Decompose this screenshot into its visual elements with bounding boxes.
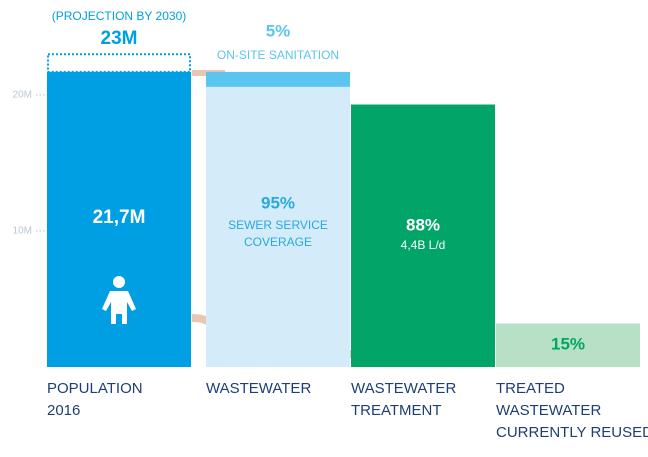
projection-box	[47, 53, 191, 73]
x-category-label: CURRENTLY REUSED	[496, 424, 648, 441]
projection-note: (PROJECTION BY 2030)	[52, 9, 186, 23]
bar-segment	[206, 86, 350, 367]
x-category-label: WASTEWATER	[496, 402, 601, 419]
segment-label: 5%	[266, 21, 291, 40]
icon-head	[113, 276, 125, 288]
x-category-label: POPULATION	[47, 380, 143, 397]
bar-label: 21,7M	[93, 207, 146, 228]
y-tick-label: 10M	[13, 226, 32, 237]
bar	[351, 104, 495, 368]
y-tick-label: 20M	[13, 90, 32, 101]
projection-label: 23M	[101, 28, 138, 49]
segment-label: 95%	[261, 193, 295, 212]
bar-label: 15%	[551, 335, 585, 354]
bar-segment	[206, 71, 350, 87]
bar	[496, 323, 640, 367]
bar-label: 88%	[406, 215, 440, 234]
x-category-label: 2016	[47, 402, 80, 419]
segment-text: SEWER SERVICE	[228, 218, 328, 232]
x-category-label: TREATED	[496, 380, 565, 397]
x-category-label: WASTEWATER	[351, 380, 456, 397]
bar	[47, 71, 191, 367]
person-icon	[102, 276, 136, 324]
segment-text: ON-SITE SANITATION	[217, 48, 339, 62]
bar-sublabel: 4,4B L/d	[401, 238, 446, 252]
icon-body	[102, 291, 136, 324]
x-category-label: WASTEWATER	[206, 380, 311, 397]
x-category-label: TREATMENT	[351, 402, 442, 419]
segment-text: COVERAGE	[244, 235, 312, 249]
